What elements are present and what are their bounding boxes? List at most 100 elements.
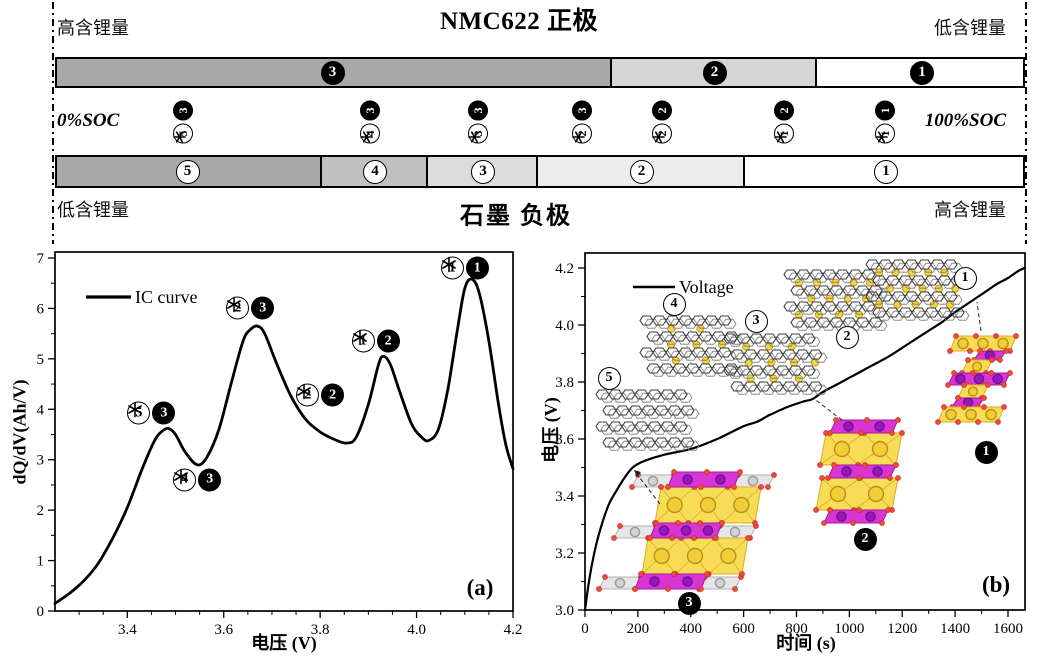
open-circled-3: 3 [471, 159, 495, 184]
open-circled-2: 2 [629, 159, 654, 184]
atom-circle [871, 440, 889, 458]
atom-circle [702, 525, 714, 536]
atom-circle [973, 373, 985, 385]
atom-circle [614, 577, 626, 589]
atom-circle [829, 485, 847, 503]
li-slab [815, 477, 899, 511]
filled-circled-1: 1 [875, 100, 895, 121]
filled-circled-2: 2 [702, 60, 727, 85]
cathode-phase-bar: 3 2 1 [55, 57, 1025, 88]
graphene-layer [639, 347, 732, 358]
oxygen-dot [765, 484, 771, 490]
y-tick-label: 3.8 [555, 375, 574, 391]
soc-0-label: 0%SOC [57, 110, 120, 131]
atom-circle [686, 547, 704, 565]
oxygen-dot [821, 520, 827, 526]
x-tick-label: 200 [627, 621, 650, 637]
graphene-layer-back [600, 392, 693, 403]
oxygen-dot [977, 348, 983, 354]
x-tick-label: 1000 [834, 621, 864, 637]
filled-circled-3: 3 [320, 60, 345, 85]
asterisk-icon [774, 131, 787, 143]
filled-circled-3: 3 [251, 296, 275, 320]
atom-circle [843, 421, 854, 432]
atom-circle [841, 466, 852, 477]
oxygen-dot [825, 475, 831, 481]
atom-circle [997, 337, 1009, 350]
phase-segment-1: 1 [743, 157, 1023, 186]
structure-label-filled-2: 2 [853, 527, 877, 551]
ic-curve-line [53, 277, 515, 605]
structure-connector-line [812, 397, 843, 421]
x-tick-label: 1600 [993, 621, 1023, 637]
oxygen-dot [895, 475, 901, 481]
oxygen-dot [647, 535, 653, 541]
oxygen-dot [771, 472, 777, 478]
oxygen-dot [955, 419, 961, 425]
oxygen-dot [981, 395, 987, 401]
asterisk-icon [572, 131, 585, 143]
atom-circle [874, 421, 885, 432]
nmc-structure-3 [596, 469, 777, 592]
plot-a-panel-letter: (a) [466, 575, 494, 600]
asterisk-icon [468, 131, 481, 143]
oxygen-dot [617, 523, 623, 529]
oxygen-dot [827, 507, 833, 513]
anode-title: 石墨 负极 [460, 203, 572, 230]
atom-circle [872, 466, 883, 477]
oxygen-dot [941, 404, 947, 410]
structure-label-open-5: 5 [597, 366, 621, 390]
y-tick-label: 3.6 [555, 432, 574, 448]
interlayer-line [882, 268, 890, 277]
phase-segment-4: 4 [320, 157, 428, 186]
graphene-layer-back [607, 440, 700, 451]
x-tick-label: 0 [581, 621, 589, 637]
y-tick-label: 7 [37, 251, 45, 267]
graphene-layer-back [728, 336, 821, 347]
oxygen-dot [713, 535, 719, 541]
tm-slab [829, 419, 899, 434]
oxygen-dot [813, 507, 819, 513]
asterisk-icon [128, 402, 143, 418]
open-circled-2: 2 [296, 383, 320, 407]
oxygen-dot [653, 520, 659, 526]
graphene-layer-back [651, 334, 744, 345]
oxygen-dot [975, 419, 981, 425]
graphite-structure-4 [639, 315, 744, 377]
structure-label-open-2: 2 [835, 325, 859, 349]
oxygen-dot [658, 484, 664, 490]
open-circled-4: 4 [173, 468, 197, 492]
graphene-layer [783, 301, 876, 312]
oxygen-dot [698, 586, 704, 592]
graphene-layer-back [788, 304, 881, 315]
interlayer-line [798, 358, 806, 367]
oxygen-dot [879, 520, 885, 526]
right-boundary-line [1025, 2, 1027, 244]
oxygen-dot [969, 370, 976, 376]
open-circled-1: 1 [440, 256, 464, 280]
oxygen-dot [895, 417, 901, 423]
graphene-layer [595, 389, 688, 400]
oxygen-dot [955, 395, 961, 401]
open-circled-5: 5 [127, 401, 151, 425]
y-tick-label: 4 [37, 402, 45, 418]
filled-circled-1: 1 [465, 256, 489, 280]
y-tick-label: 5 [37, 352, 45, 368]
interlayer-line [656, 324, 664, 333]
graphene-layer [783, 269, 876, 280]
oxygen-dot [819, 475, 825, 481]
cathode-right-label: 低含锂量 [934, 18, 1006, 38]
oxygen-dot [967, 348, 973, 354]
oxygen-dot [1007, 370, 1013, 376]
structure-label-open-3: 3 [744, 309, 768, 333]
y-tick-label: 3.2 [555, 546, 574, 562]
oxygen-dot [850, 520, 856, 526]
oxygen-dot [856, 475, 862, 481]
interlayer-line [685, 340, 693, 349]
phase-segment-3: 3 [426, 157, 538, 186]
